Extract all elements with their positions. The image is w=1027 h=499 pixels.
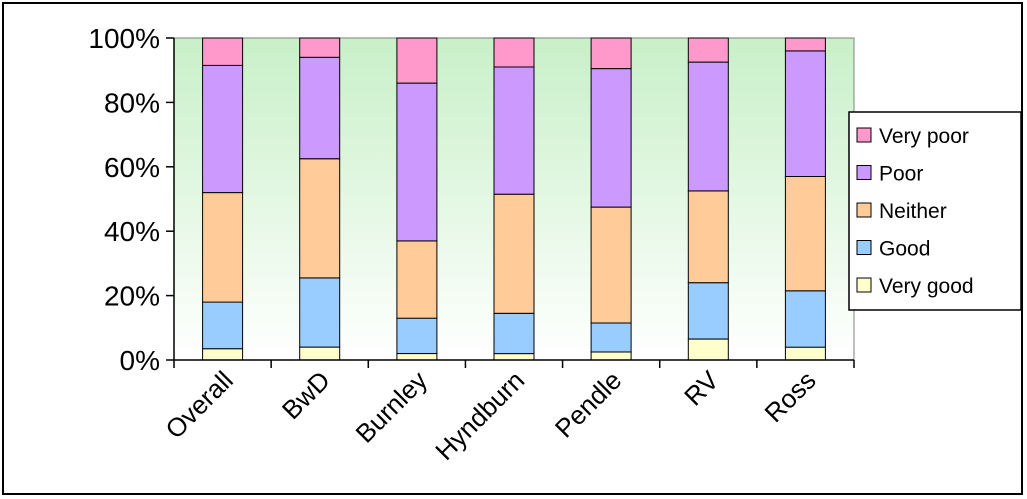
x-tick-label-rv: RV (678, 365, 725, 412)
bar-segment-hyndburn-good (493, 312, 535, 355)
bar-segment-rv-very-good (687, 338, 729, 361)
bar-segment-bwd-poor (299, 56, 341, 160)
bar-segment-bwd-very-good (299, 346, 341, 361)
bar-segment-pendle-very-poor (590, 37, 632, 70)
bar-segment-pendle-poor (590, 68, 632, 208)
legend-box (848, 111, 1022, 311)
bar-segment-rv-poor (687, 61, 729, 192)
bar-segment-pendle-neither (590, 206, 632, 324)
bar-segment-overall-neither (202, 192, 244, 303)
legend-label-neither: Neither (879, 200, 947, 223)
legend-swatch-good (856, 240, 872, 255)
x-tick-label-hyndburn: Hyndburn (429, 365, 530, 466)
stacked-bar-chart: 0% 20% 40% 60% 80% 100% Overall BwD BurnleyHyndb… (88, 23, 1022, 466)
bar-segment-overall-very-poor (202, 37, 244, 66)
bar-segment-burnley-good (396, 317, 438, 355)
bar-segment-hyndburn-neither (493, 193, 535, 314)
bar-segment-hyndburn-very-good (493, 353, 535, 361)
bars-group (202, 37, 826, 361)
bar-segment-overall-very-good (202, 348, 244, 361)
legend-swatch-neither (856, 202, 872, 218)
y-tick-label: 0% (120, 345, 160, 376)
bar-segment-burnley-very-good (396, 353, 438, 361)
legend: Very poor Poor Neither Good Very good (848, 111, 1022, 311)
x-tick-label-pendle: Pendle (549, 365, 627, 443)
y-tick-label: 60% (104, 152, 160, 183)
x-tick-label-bwd: BwD (276, 365, 336, 425)
legend-swatch-poor (856, 165, 872, 180)
bar-segment-hyndburn-very-poor (493, 37, 535, 68)
y-tick-label: 80% (104, 87, 160, 118)
bar-segment-rv-neither (687, 190, 729, 284)
legend-swatch-very-good (856, 277, 872, 293)
bar-segment-bwd-good (299, 277, 341, 348)
bar-segment-hyndburn-poor (493, 66, 535, 195)
x-tick-label-overall: Overall (159, 365, 238, 444)
bar-segment-bwd-very-poor (299, 37, 341, 58)
bar-segment-ross-very-good (784, 346, 826, 361)
x-tick-label-ross: Ross (759, 365, 822, 428)
bar-segment-rv-very-poor (687, 37, 729, 63)
bar-segment-burnley-very-poor (396, 37, 438, 84)
bar-segment-overall-good (202, 301, 244, 350)
bar-segment-burnley-poor (396, 82, 438, 242)
legend-label-very-poor: Very poor (879, 125, 969, 148)
bar-segment-burnley-neither (396, 240, 438, 319)
legend-label-very-good: Very good (879, 275, 974, 298)
y-tick-label: 100% (88, 23, 160, 54)
y-tick-label: 40% (104, 216, 160, 247)
legend-label-good: Good (879, 238, 930, 261)
bar-segment-rv-good (687, 282, 729, 340)
bar-segment-ross-very-poor (784, 37, 826, 52)
x-tick-label-burnley: Burnley (350, 365, 434, 449)
bar-segment-ross-poor (784, 50, 826, 177)
y-tick-label: 20% (104, 281, 160, 312)
bar-segment-ross-neither (784, 176, 826, 292)
legend-label-poor: Poor (879, 163, 923, 186)
legend-swatch-very-poor (856, 127, 872, 143)
bar-segment-overall-poor (202, 64, 244, 194)
bar-segment-ross-good (784, 290, 826, 348)
bar-segment-bwd-neither (299, 158, 341, 279)
bar-segment-pendle-very-good (590, 351, 632, 361)
bar-segment-pendle-good (590, 322, 632, 353)
